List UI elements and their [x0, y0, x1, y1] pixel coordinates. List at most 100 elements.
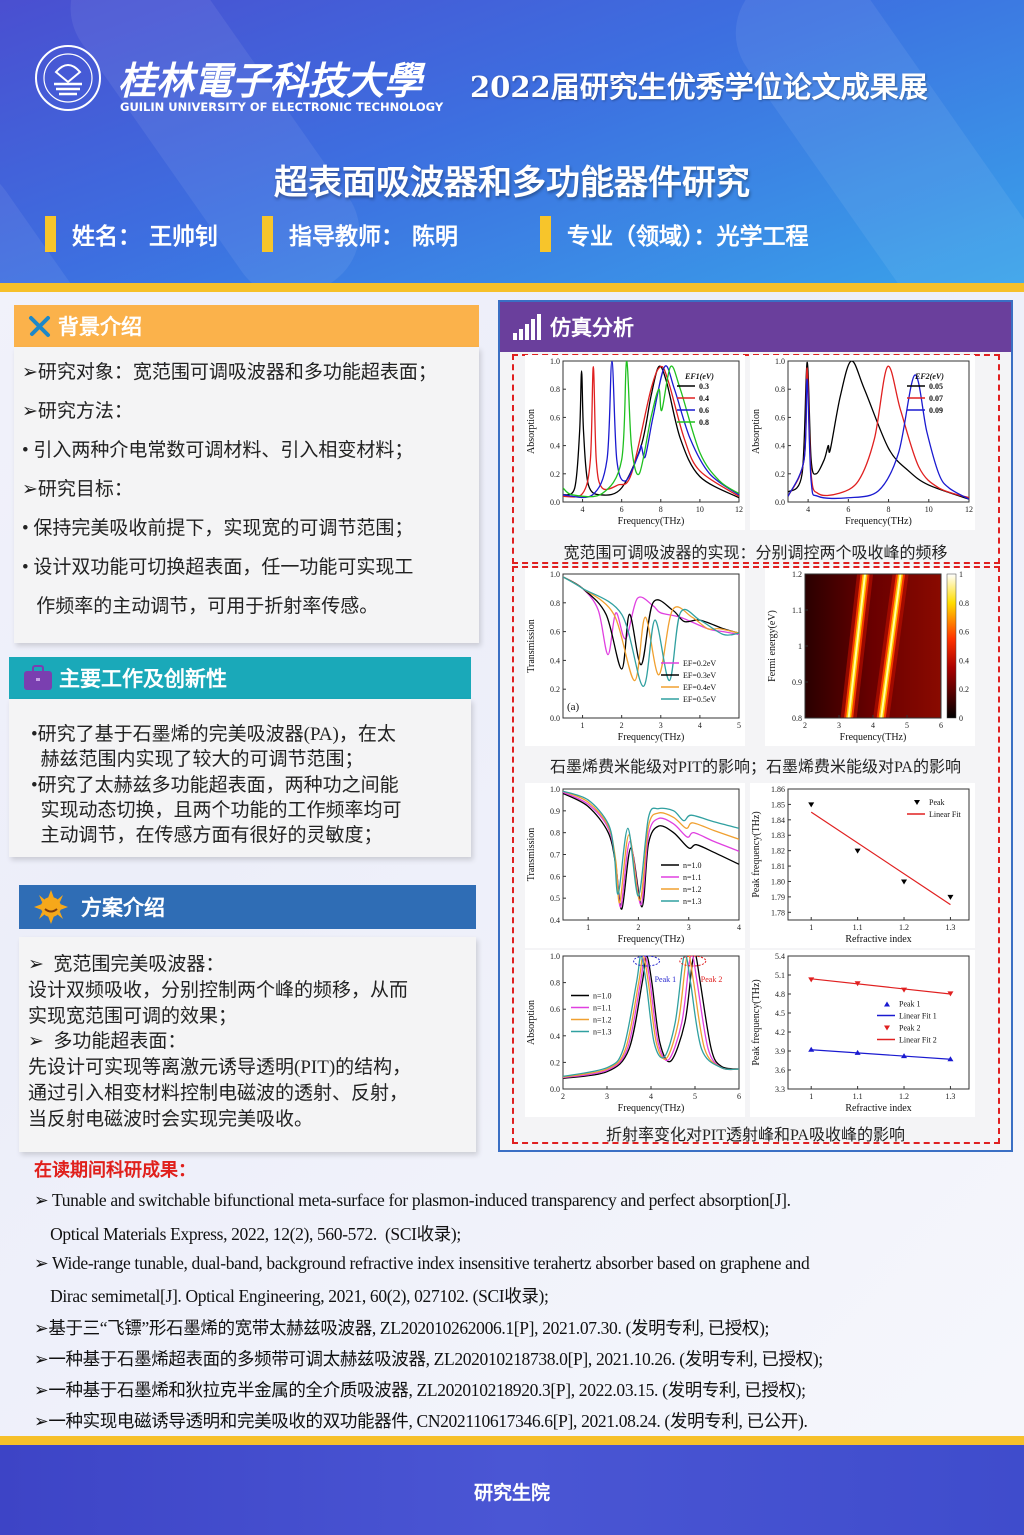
publication-line: ➢一种基于石墨烯超表面的多频带可调太赫兹吸波器, ZL202010218738.…: [34, 1349, 823, 1369]
legend-label: Linear Fit 1: [899, 1012, 937, 1021]
series-line: [563, 790, 739, 897]
chart-heatmap-fermi: 0 0.2 0.4 0.6 0.8 1 2 3 4 5 6 0.8 0.9 1 1.1 1.2 Frequenc…: [765, 568, 975, 746]
legend-label: Linear Fit 2: [899, 1036, 937, 1045]
y-tick-label: 0.8: [550, 979, 560, 988]
y-axis-label: Absorption: [526, 409, 537, 454]
series-line: [563, 956, 739, 1079]
y-tick-label: 4.8: [775, 990, 785, 999]
y-tick-label: 1: [798, 642, 802, 651]
x-tick-label: 4: [737, 923, 741, 932]
plot-frame: [562, 573, 740, 719]
legend-title: EF1(eV): [684, 372, 714, 381]
yellow-divider: [0, 1436, 1024, 1445]
y-tick-label: 0.5: [550, 894, 560, 903]
chart-absorption-ef1: 4 6 8 10 12 0.0 0.2 0.4 0.6 0.8 1.0 Frequency(THz) A…: [525, 355, 745, 530]
y-tick-label: 0.7: [550, 851, 560, 860]
x-tick-label: 3: [837, 721, 841, 730]
y-tick-label: 1.2: [792, 570, 802, 579]
legend-marker: [884, 1001, 890, 1007]
y-tick-label: 0.0: [550, 498, 560, 507]
y-tick-label: 0.4: [775, 442, 785, 451]
chart-absorption-n: 2 3 4 5 6 0.0 0.2 0.4 0.6 0.8 1.0 Frequency(THz) Abs…: [525, 950, 745, 1117]
y-tick-label: 0.8: [775, 385, 785, 394]
fit-line: [811, 1049, 951, 1060]
yellow-divider: [0, 283, 1024, 292]
chart-transmission-n: 1 2 3 4 0.4 0.5 0.6 0.7 0.8 0.9 1.0 Frequency(THz) T…: [525, 783, 745, 948]
x-axis-label: Refractive index: [845, 934, 911, 945]
series-line: [788, 374, 969, 500]
legend-label: n=1.0: [593, 992, 612, 1001]
work-title: 主要工作及创新性: [59, 667, 227, 691]
poster-header: 桂林電子科技大學 GUILIN UNIVERSITY OF ELECTRONIC…: [0, 0, 1024, 284]
background-line: ➢研究对象：宽范围可调吸波器和多功能超表面；: [22, 362, 437, 383]
series-group: [563, 576, 739, 687]
y-tick-label: 3.3: [775, 1085, 785, 1094]
colorbar-tick-label: 0.2: [959, 685, 969, 694]
scheme-line: 先设计可实现等离激元诱导透明(PIT)的结构，: [28, 1057, 412, 1078]
y-tick-label: 0.9: [550, 807, 560, 816]
series-line: [563, 956, 739, 1078]
series-line: [563, 956, 739, 1080]
y-tick-label: 0.4: [550, 656, 560, 665]
work-line: 赫兹范围内实现了较大的可调节范围；: [31, 749, 364, 770]
peak-label: Peak 2: [701, 975, 723, 984]
legend-label: EF=0.4eV: [683, 683, 716, 692]
legend-label: 0.8: [699, 418, 709, 427]
x-tick-label: 1.1: [853, 1092, 863, 1101]
background-header: 背景介绍: [14, 305, 479, 347]
legend-label: 0.4: [699, 394, 709, 403]
figure-group-2: [512, 566, 1000, 1144]
peak-highlight: [679, 955, 707, 967]
work-content: •研究了基于石墨烯的完美吸波器(PA)，在太 赫兹范围内实现了较大的可调节范围；…: [9, 699, 471, 857]
x-tick-label: 1: [809, 1092, 813, 1101]
work-line: 主动调节，在传感方面有很好的灵敏度；: [31, 825, 383, 846]
y-tick-label: 0.2: [550, 1058, 560, 1067]
y-tick-label: 0.6: [550, 872, 560, 881]
scheme-line: 设计双频吸收，分别控制两个峰的频移，从而: [28, 980, 409, 1001]
name-label: 姓名：: [72, 224, 141, 250]
series-line: [563, 365, 739, 499]
y-tick-label: 1.81: [771, 862, 785, 871]
y-tick-label: 1.0: [550, 952, 560, 961]
heatmap-background: [805, 574, 941, 718]
footer-text: 研究生院: [473, 1482, 550, 1504]
series-line: [563, 576, 739, 670]
y-tick-label: 0.6: [550, 628, 560, 637]
scheme-line: ➢ 多功能超表面：: [28, 1031, 187, 1052]
publication-line: ➢一种实现电磁诱导透明和完美吸收的双功能器件, CN202110617346.6…: [34, 1411, 808, 1431]
publication-line: ➢ Tunable and switchable bifunctional me…: [34, 1190, 791, 1210]
publication-line: ➢一种基于石墨烯和狄拉克半金属的全介质吸波器, ZL202010218920.3…: [34, 1380, 806, 1400]
exhibition-title: 2022届研究生优秀学位论文成果展: [470, 70, 928, 104]
colorbar-tick-label: 0.8: [959, 599, 969, 608]
major-value: 光学工程: [716, 224, 809, 250]
y-tick-label: 4.2: [775, 1028, 785, 1037]
y-axis-label: Absorption: [751, 409, 762, 454]
x-axis-label: Frequency(THz): [618, 934, 685, 945]
y-tick-label: 1.86: [771, 785, 785, 794]
y-tick-label: 3.9: [775, 1047, 785, 1056]
chart-svg: 1 1.1 1.2 1.3 1.78 1.79 1.80 1.81 1.82 1.83 1.84 1.…: [751, 785, 970, 945]
y-tick-label: 0.8: [550, 385, 560, 394]
scheme-line: ➢ 宽范围完美吸波器：: [28, 954, 225, 975]
y-tick-label: 1.79: [771, 893, 785, 902]
major-label: 专业（领域）：: [567, 224, 717, 250]
x-tick-label: 1.3: [945, 923, 955, 932]
chart-svg: 1 2 3 4 5 0.0 0.2 0.4 0.6 0.8 1.0 Frequency(THz) Tra…: [526, 570, 741, 743]
y-tick-label: 0.9: [792, 678, 802, 687]
y-tick-label: 0.8: [792, 714, 802, 723]
background-line: • 设计双功能可切换超表面，任一功能可实现工: [22, 557, 414, 578]
y-tick-label: 1.83: [771, 831, 785, 840]
colorbar-tick-label: 1: [959, 570, 963, 579]
chart-svg: 4 6 8 10 12 0.0 0.2 0.4 0.6 0.8 1.0 Frequency(THz) A…: [751, 357, 973, 527]
fit-line: [811, 978, 951, 995]
scheme-header: 方案介绍: [19, 885, 476, 929]
legend-label: n=1.2: [593, 1016, 612, 1025]
series-line: [563, 361, 739, 498]
y-tick-label: 0.0: [550, 714, 560, 723]
x-tick-label: 6: [846, 505, 850, 514]
y-tick-label: 1.0: [550, 785, 560, 794]
y-tick-label: 1.0: [550, 570, 560, 579]
colorbar-tick-label: 0.6: [959, 628, 969, 637]
data-point: [901, 879, 908, 885]
briefcase-icon: [24, 665, 52, 690]
